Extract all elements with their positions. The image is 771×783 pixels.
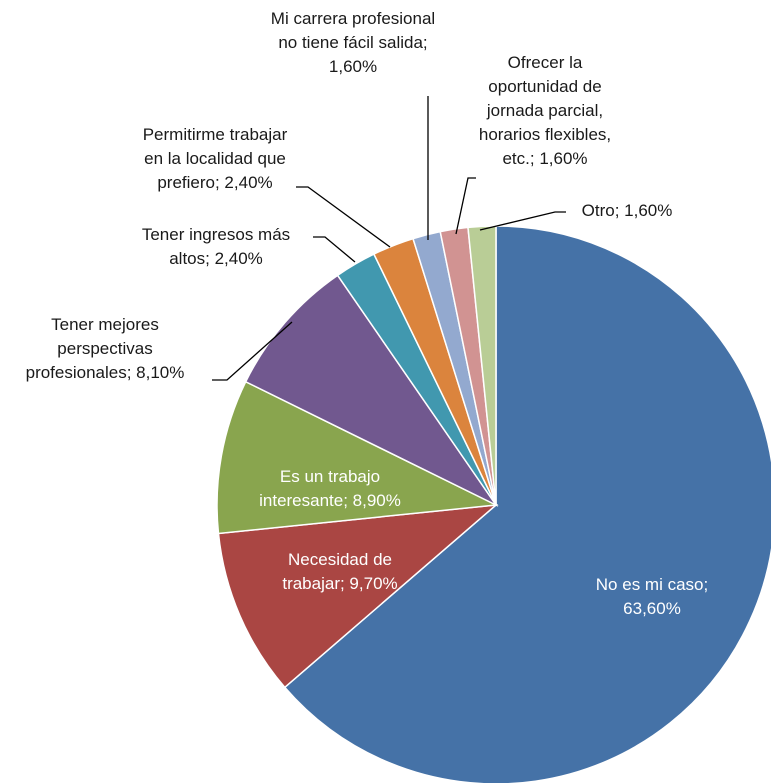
slice-no-es-mi-caso (283, 225, 771, 783)
slice-label-line: Tener mejores (51, 315, 159, 334)
leader-line-tener-ingresos-mas-altos (313, 236, 356, 263)
slice-label-line: en la localidad que (144, 149, 286, 168)
slice-label-line: altos; 2,40% (169, 249, 263, 268)
slice-label-ofrecer-la-oportunidad-de-jornada-parcial-horarios-flexibles-etc: Ofrecer la oportunidad de jornada parcial,… (479, 53, 611, 168)
leader-line-otro (479, 211, 566, 231)
slice-label-no-es-mi-caso: No es mi caso; 63,60% (596, 575, 708, 618)
slice-label-line: Ofrecer la (508, 53, 583, 72)
slice-label-line: no tiene fácil salida; (278, 33, 427, 52)
slice-label-mi-carrera-profesional-no-tiene-facil-salida: Mi carrera profesional no tiene fácil sal… (271, 9, 435, 76)
slice-label-tener-mejores-perspectivas-profesionales: Tener mejores perspectivas profesionales; … (26, 315, 185, 382)
slice-necesidad-de-trabajar (217, 504, 499, 689)
slice-label-es-un-trabajo-interesante: Es un trabajo interesante; 8,90% (259, 467, 401, 510)
slice-label-line: Tener ingresos más (142, 225, 290, 244)
slice-label-line: Permitirme trabajar (143, 125, 288, 144)
slice-label-line: trabajar; 9,70% (282, 574, 397, 593)
pie-slices (216, 225, 771, 783)
slice-label-line: Otro; 1,60% (582, 201, 673, 220)
slice-label-line: etc.; 1,60% (502, 149, 587, 168)
slice-label-line: Necesidad de (288, 550, 392, 569)
leader-line-tener-mejores-perspectivas-profesionales (212, 321, 293, 381)
slice-label-line: No es mi caso; (596, 575, 708, 594)
slice-es-un-trabajo-interesante (216, 380, 499, 535)
slice-label-line: Es un trabajo (280, 467, 380, 486)
slice-labels: No es mi caso; 63,60% Necesidad de trabajar… (26, 9, 709, 618)
leader-lines (212, 96, 566, 381)
slice-tener-mejores-perspectivas-profesionales (244, 274, 499, 507)
leader-line-permitirme-trabajar-en-la-localidad-que-prefiero (296, 186, 391, 248)
slice-label-line: prefiero; 2,40% (157, 173, 272, 192)
slice-label-otro: Otro; 1,60% (582, 201, 673, 220)
leader-line-ofrecer-la-oportunidad-de-jornada-parcial-horarios-flexibles-etc (455, 177, 476, 235)
slice-label-line: Mi carrera profesional (271, 9, 435, 28)
slice-label-line: 63,60% (623, 599, 681, 618)
slice-label-line: interesante; 8,90% (259, 491, 401, 510)
slice-label-permitirme-trabajar-en-la-localidad-que-prefiero: Permitirme trabajar en la localidad que pr… (143, 125, 288, 192)
slice-label-line: horarios flexibles, (479, 125, 611, 144)
slice-label-line: jornada parcial, (486, 101, 603, 120)
slice-label-line: 1,60% (329, 57, 377, 76)
slice-label-tener-ingresos-mas-altos: Tener ingresos más altos; 2,40% (142, 225, 290, 268)
slice-label-line: profesionales; 8,10% (26, 363, 185, 382)
slice-label-line: oportunidad de (488, 77, 601, 96)
slice-label-line: perspectivas (57, 339, 152, 358)
slice-label-necesidad-de-trabajar: Necesidad de trabajar; 9,70% (282, 550, 397, 593)
